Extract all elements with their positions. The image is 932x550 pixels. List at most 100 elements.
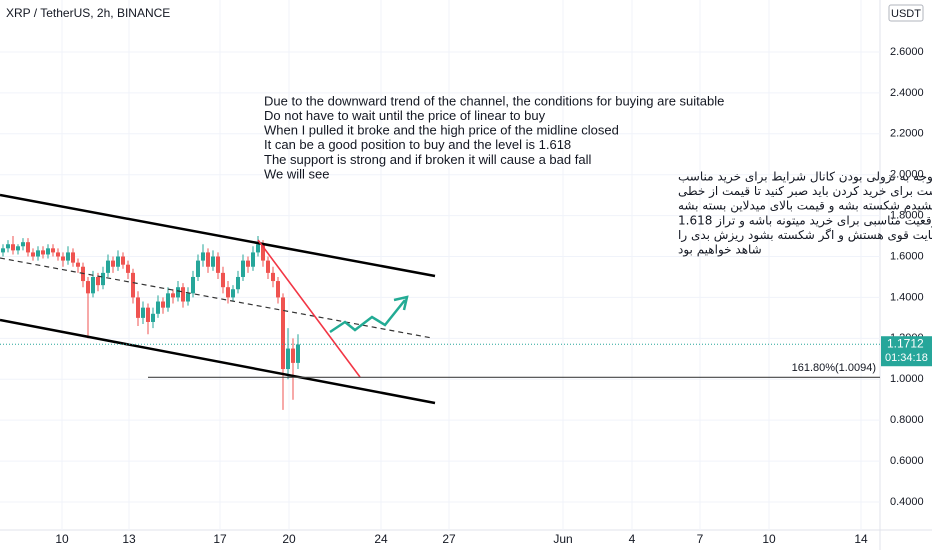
note-line-fa: شاهد خواهیم بود — [678, 243, 762, 258]
note-line-fa: که کشیدم شکسته بشه و قیمت بالای میدلاین … — [678, 199, 932, 214]
note-line: We will see — [264, 166, 330, 181]
candle-body — [16, 246, 20, 251]
x-tick-label: 27 — [442, 532, 456, 546]
countdown: 01:34:18 — [885, 352, 928, 364]
candle-body — [56, 252, 60, 257]
channel-top — [0, 193, 436, 278]
last-price-tag — [881, 336, 932, 367]
candle-body — [181, 287, 185, 302]
candle-body — [276, 281, 280, 298]
candle-body — [141, 307, 145, 318]
x-tick-label: 7 — [697, 532, 704, 546]
candle-body — [1, 248, 5, 253]
x-tick-label: 17 — [213, 532, 227, 546]
candle-body — [126, 264, 130, 273]
note-line: It can be a good position to buy and the… — [264, 137, 571, 152]
candle-body — [241, 260, 245, 277]
y-tick-label: 0.4000 — [890, 496, 924, 508]
candle-body — [111, 260, 115, 267]
y-tick-label: 0.6000 — [890, 455, 924, 467]
candle-body — [6, 244, 10, 249]
candle-body — [221, 272, 225, 288]
note-line-fa: موقعیت مناسبی برای خرید میتونه باشه و تر… — [678, 213, 932, 228]
note-line-fa: نیست برای خرید کردن باید صبر کنید تا قیم… — [678, 184, 932, 199]
x-tick-label: 14 — [854, 532, 868, 546]
note-line-fa: حمایت قوی هستش و اگر شکسته بشود ریزش بدی… — [678, 228, 932, 243]
candle-body — [96, 276, 100, 286]
currency: USDT — [891, 8, 921, 20]
candle-body — [286, 348, 290, 370]
candle-body — [256, 244, 260, 253]
candle-body — [106, 260, 110, 273]
candle-body — [121, 256, 125, 265]
candle-body — [161, 301, 165, 308]
candle-body — [291, 348, 295, 363]
candle-body — [206, 252, 210, 267]
channel-bottom — [0, 318, 436, 405]
last-price: 1.1712 — [887, 336, 924, 350]
candle-body — [131, 272, 135, 298]
candle-body — [246, 260, 250, 267]
x-tick-label: 10 — [762, 532, 776, 546]
y-tick-label: 1.6000 — [890, 250, 924, 262]
candle-body — [61, 256, 65, 261]
candle-body — [171, 293, 175, 298]
candle-body — [91, 276, 95, 294]
y-tick-label: 2.2000 — [890, 128, 924, 140]
candle-body — [226, 287, 230, 298]
projection-arrow — [329, 299, 406, 334]
candle-body — [151, 313, 155, 322]
x-tick-label: Jun — [553, 532, 572, 546]
candle-body — [86, 281, 90, 294]
candle-body — [176, 287, 180, 298]
candle-body — [236, 276, 240, 290]
trend-line — [257, 239, 361, 378]
channel-mid — [0, 257, 433, 339]
y-tick-label: 2.6000 — [890, 46, 924, 58]
candle-body — [231, 289, 235, 298]
candle-body — [36, 250, 40, 257]
x-tick-label: 24 — [374, 532, 388, 546]
candle-body — [11, 244, 15, 251]
candle-body — [296, 344, 300, 363]
y-tick-label: 0.8000 — [890, 414, 924, 426]
candle-body — [46, 248, 50, 255]
candle-body — [156, 301, 160, 314]
note-line: Due to the downward trend of the channel… — [264, 93, 724, 108]
fib-label: 161.80%(1.0094) — [792, 362, 876, 374]
note-line: When I pulled it broke and the high pric… — [264, 123, 619, 138]
y-tick-label: 2.0000 — [890, 169, 924, 181]
candle-body — [186, 293, 190, 302]
candle-body — [26, 242, 30, 253]
candle-body — [101, 272, 105, 286]
candle-body — [71, 252, 75, 263]
candle-body — [281, 297, 285, 370]
candle-body — [216, 256, 220, 273]
x-tick-label: 10 — [55, 532, 69, 546]
candle-body — [196, 260, 200, 277]
note-line: Do not have to wait until the price of l… — [264, 108, 546, 123]
candle-body — [31, 252, 35, 257]
x-tick-label: 13 — [122, 532, 136, 546]
candle-body — [191, 276, 195, 294]
y-tick-label: 2.4000 — [890, 87, 924, 99]
y-tick-label: 1.4000 — [890, 291, 924, 303]
candle-body — [201, 252, 205, 261]
candle-body — [76, 262, 80, 267]
candle-body — [251, 252, 255, 267]
candle-body — [266, 260, 270, 273]
candle-body — [136, 297, 140, 318]
candle-body — [21, 242, 25, 247]
candle-body — [41, 250, 45, 255]
candle-body — [261, 244, 265, 261]
y-tick-label: 1.8000 — [890, 210, 924, 222]
candle-body — [271, 272, 275, 282]
candle-body — [166, 293, 170, 308]
candle-body — [116, 256, 120, 267]
note-line: The support is strong and if broken it w… — [264, 152, 591, 167]
note-line-fa: با توجه به نزولی بودن کانال شرایط برای خ… — [678, 170, 932, 185]
chart-title: XRP / TetherUS, 2h, BINANCE — [6, 6, 170, 20]
arrow-head — [393, 295, 409, 311]
